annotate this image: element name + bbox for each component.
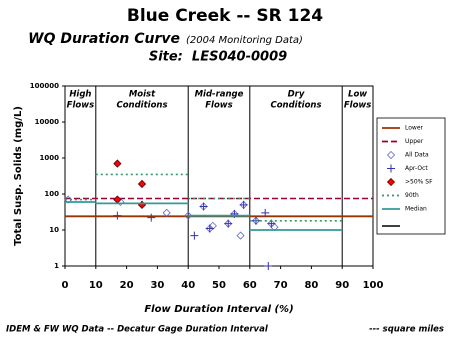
region-label: Dry [288,90,305,100]
region-label: Mid-range [195,90,244,100]
chart-subtitle: WQ Duration Curve [28,31,180,47]
data-point [208,221,217,230]
x-tick-label: 70 [274,280,288,291]
chart-subtitle-note: (2004 Monitoring Data) [186,35,303,46]
y-axis-title: Total Susp. Solids (mg/L) [13,106,24,246]
data-point [137,179,147,189]
legend-swatch [386,150,396,160]
data-point [205,224,214,233]
x-tick-label: 20 [120,280,134,291]
region-label: Conditions [116,101,167,111]
data-point [147,213,156,222]
y-tick-label: 1000 [40,154,60,162]
x-tick-label: 80 [304,280,318,291]
legend-swatch [387,164,395,173]
data-point [184,211,193,220]
legend-label: All Data [405,152,429,159]
data-point [236,231,245,240]
legend-box [376,117,446,235]
series-line [65,201,343,231]
x-tick-label: 50 [212,280,226,291]
data-point [239,200,248,209]
region-label: Conditions [270,101,321,111]
y-tick-label: 100 [44,190,59,198]
x-tick-label: 90 [335,280,349,291]
legend-label: 90th [405,192,419,199]
data-point [113,159,122,168]
data-point [264,262,273,270]
data-point [224,219,233,228]
x-tick-label: 40 [181,280,195,291]
y-tick-label: 1 [54,262,59,270]
data-point [199,202,208,211]
footer-right: --- square miles [369,325,444,335]
site-label: Site: LES040-0009 [149,50,287,65]
legend-swatch [386,177,396,187]
x-tick-label: 0 [62,280,69,291]
footer-left: IDEM & FW WQ Data -- Decatur Gage Durati… [6,325,269,335]
legend-label: >50% SF [405,179,433,186]
data-point [190,231,199,240]
region-label: Flows [205,101,232,111]
y-tick-label: 100000 [30,82,59,90]
legend-label: Median [405,206,427,213]
chart-title: Blue Creek -- SR 124 [127,6,323,26]
x-axis-title: Flow Duration Interval (%) [144,304,293,315]
region-label: Moist [129,90,156,100]
y-tick-label: 10000 [35,118,59,126]
data-point [162,208,171,217]
region-label: Flows [67,101,94,111]
legend-label: Apr-Oct [405,165,428,172]
x-tick-label: 100 [363,280,384,291]
data-point [261,208,270,217]
region-label: Low [348,90,367,100]
y-tick-label: 10 [49,226,59,234]
data-point [64,195,73,204]
region-label: Flows [344,101,371,111]
series-line [65,173,343,222]
legend-label: Upper [405,138,424,145]
x-tick-label: 30 [150,280,164,291]
region-label: High [69,90,91,100]
x-tick-label: 10 [89,280,103,291]
data-point [113,211,122,220]
legend-label: Lower [405,125,424,132]
x-tick-label: 60 [243,280,257,291]
